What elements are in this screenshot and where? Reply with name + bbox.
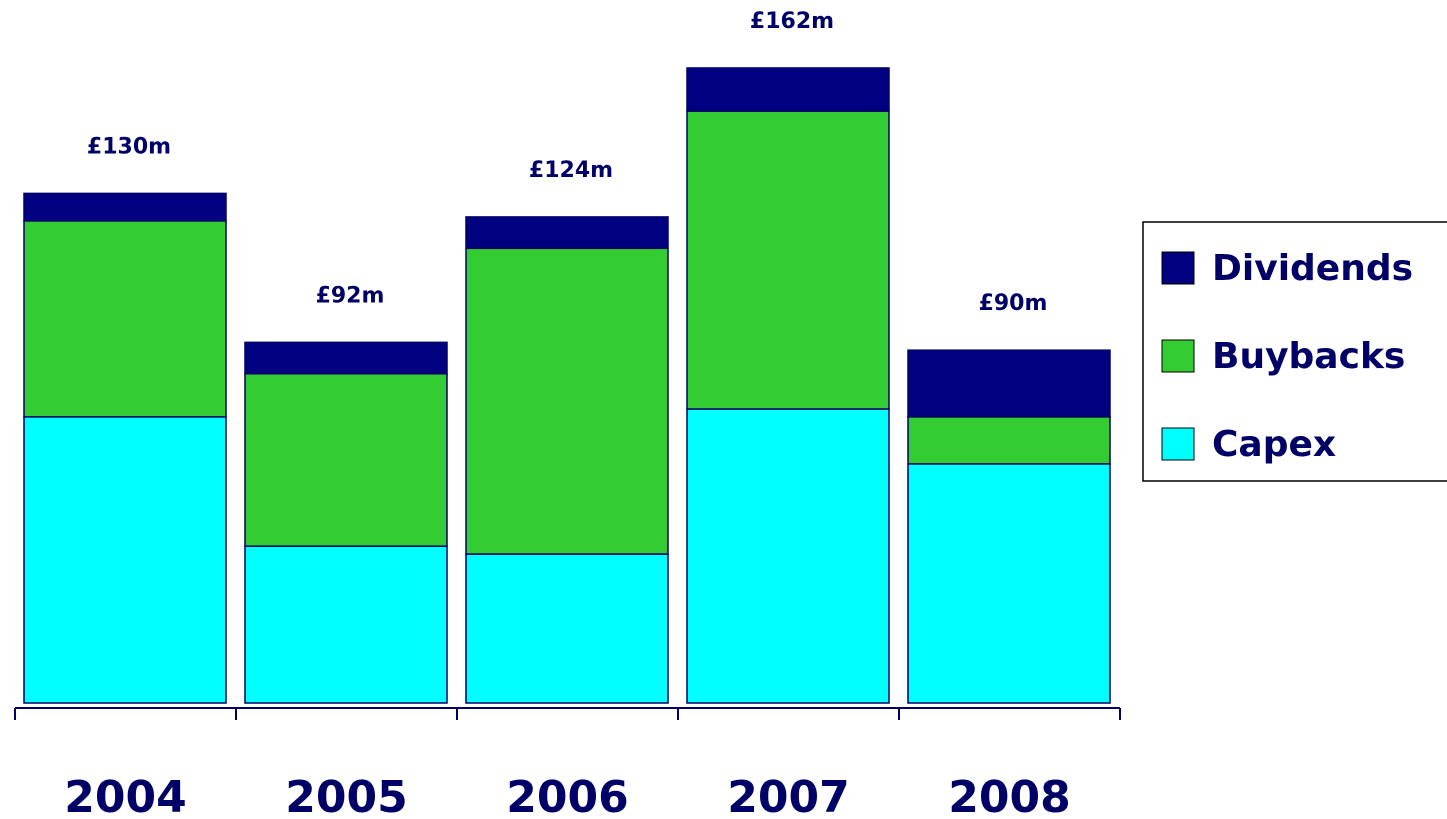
chart: £130m 2004 £92m 2005 £124m 2006 £162m 2007 £90m 2… (0, 0, 1447, 819)
bar-segment (24, 221, 226, 417)
total-label: £130m (87, 134, 171, 159)
x-tick-label: 2007 (727, 772, 849, 819)
bar-segment (24, 193, 226, 220)
legend-swatch (1162, 252, 1194, 284)
bar-segment (466, 554, 668, 703)
bar-segment (908, 464, 1110, 703)
bar-segment (245, 342, 447, 373)
x-tick-label: 2006 (506, 772, 628, 819)
total-label: £162m (750, 9, 834, 34)
legend-swatch (1162, 340, 1194, 372)
bar-segment (687, 409, 889, 703)
x-tick-label: 2005 (285, 772, 407, 819)
bar-segment (687, 111, 889, 409)
legend-swatch (1162, 428, 1194, 460)
bar-segment (245, 374, 447, 546)
legend-label: Dividends (1212, 248, 1413, 289)
bar-segment (245, 546, 447, 703)
legend-label: Buybacks (1212, 336, 1405, 377)
bar-segment (466, 248, 668, 554)
x-tick-label: 2004 (64, 772, 186, 819)
x-tick-label: 2008 (948, 772, 1070, 819)
total-label: £90m (979, 291, 1048, 316)
legend-label: Capex (1212, 424, 1336, 465)
bar-segment (908, 417, 1110, 464)
total-label: £124m (529, 158, 613, 183)
bar-segment (24, 417, 226, 703)
total-label: £92m (316, 283, 385, 308)
bar-segment (687, 68, 889, 111)
bar-segment (908, 350, 1110, 417)
bar-segment (466, 217, 668, 248)
